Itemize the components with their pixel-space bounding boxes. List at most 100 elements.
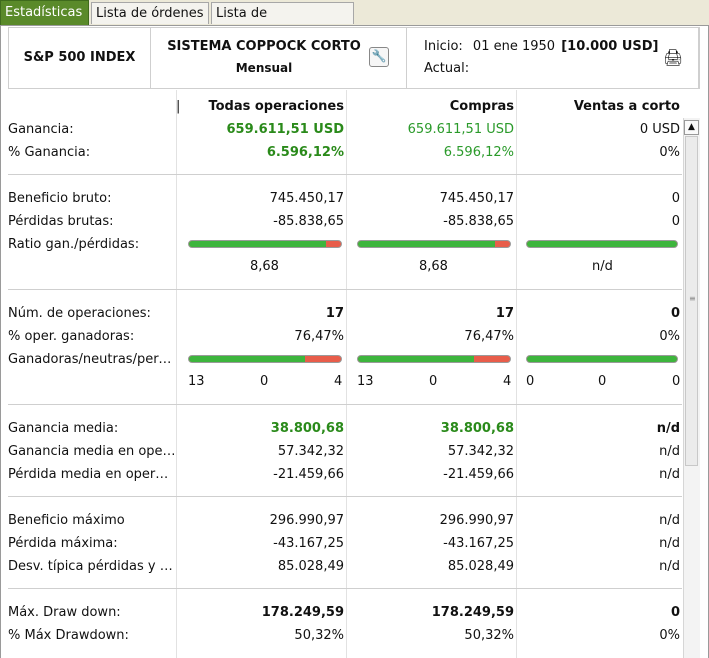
neutral-count: 0 [260, 374, 269, 389]
cell-shorts: 0 [671, 191, 680, 206]
winners-count: 0 [526, 374, 535, 389]
column-headers: | Todas operaciones Compras Ventas a cor… [8, 96, 682, 118]
table-row: % Ganancia: 6.596,12% 6.596,12% 0% [8, 142, 682, 164]
row-label: Ratio gan./pérdidas: [8, 237, 140, 252]
cell-all: 17 [325, 306, 344, 321]
column-divider [176, 90, 177, 658]
cell-all: 76,47% [294, 329, 344, 344]
cell-shorts: n/d [659, 467, 680, 482]
cell-shorts: 0 [670, 306, 680, 321]
table-row: 8,68 8,68 n/d [8, 256, 682, 278]
cell-shorts: n/d [659, 513, 680, 528]
cell-shorts: n/d [659, 444, 680, 459]
cell-all: 659.611,51 USD [226, 122, 344, 137]
losers-count: 4 [334, 374, 343, 389]
row-label: Beneficio máximo [8, 513, 125, 528]
row-label: Beneficio bruto: [8, 191, 112, 206]
winners-count: 13 [188, 374, 205, 389]
instrument-name: S&P 500 INDEX [9, 28, 151, 88]
bar-fill [189, 241, 326, 247]
losers-count: 4 [503, 374, 512, 389]
table-row: Pérdida máxima: -43.167,25 -43.167,25 n/… [8, 533, 682, 555]
cell-shorts: 0% [659, 628, 680, 643]
table-row: % oper. ganadoras: 76,47% 76,47% 0% [8, 326, 682, 348]
table-row: Ganancia: 659.611,51 USD 659.611,51 USD … [8, 119, 682, 141]
row-label: Pérdida media en operaciones perdedoras: [8, 467, 176, 482]
cell-buys: 85.028,49 [447, 559, 514, 574]
cell-all: 38.800,68 [270, 421, 344, 436]
row-label: Ganadoras/neutras/perdedoras: [8, 352, 176, 367]
cell-all: 745.450,17 [269, 191, 344, 206]
bar-fill [527, 241, 677, 247]
system-name: SISTEMA COPPOCK CORTO [167, 39, 361, 54]
system-info: SISTEMA COPPOCK CORTO Mensual 🔧 [151, 28, 407, 88]
date-info: Inicio: 01 ene 1950 [10.000 USD] Actual:… [407, 28, 699, 88]
row-label: Ganancia media en operaciones ganadoras: [8, 444, 176, 459]
tab-lista-ordenes[interactable]: Lista de órdenes [91, 2, 209, 24]
header-all[interactable]: Todas operaciones [208, 99, 344, 114]
initial-capital: [10.000 USD] [561, 39, 659, 54]
scrollbar-thumb[interactable]: ≡ [685, 136, 698, 466]
cell-buys: -43.167,25 [443, 536, 514, 551]
row-label: % Máx Drawdown: [8, 628, 129, 643]
cell-buys: 57.342,32 [447, 444, 514, 459]
cell-buys: -21.459,66 [443, 467, 514, 482]
table-row: Máx. Draw down: 178.249,59 178.249,59 0 [8, 602, 682, 624]
scroll-up-icon[interactable]: ▲ [684, 120, 699, 135]
cell-shorts: n/d [656, 421, 680, 436]
section-divider [8, 174, 682, 175]
wrench-icon[interactable]: 🔧 [369, 47, 389, 67]
cell-buys: 38.800,68 [440, 421, 514, 436]
ratio-bar-shorts [526, 240, 678, 248]
losers-count: 0 [672, 374, 681, 389]
cell-all: -21.459,66 [273, 467, 344, 482]
start-date: 01 ene 1950 [472, 39, 556, 54]
cell-all: 85.028,49 [277, 559, 344, 574]
cell-all: 6.596,12% [266, 145, 344, 160]
statistics-table: | Todas operaciones Compras Ventas a cor… [8, 90, 682, 658]
column-divider [516, 90, 517, 658]
row-label: % Ganancia: [8, 145, 91, 160]
tab-estadisticas[interactable]: Estadísticas [0, 0, 89, 25]
neutral-count: 0 [598, 374, 607, 389]
header-buys[interactable]: Compras [449, 99, 514, 114]
section-divider [8, 289, 682, 290]
bar-fill [527, 356, 677, 362]
cell-buys: 6.596,12% [443, 145, 514, 160]
cell-shorts: n/d [659, 559, 680, 574]
tab-lista-operaciones[interactable]: Lista de operaciones [211, 2, 354, 43]
row-label: Desv. típica pérdidas y ganancias: [8, 559, 176, 574]
bar-fill [358, 356, 475, 362]
row-label: Ganancia: [8, 122, 74, 137]
ratio-bar-all [188, 240, 342, 248]
header-shorts[interactable]: Ventas a corto [573, 99, 680, 114]
cell-shorts: 0 [671, 214, 680, 229]
table-row: Ganancia media en operaciones ganadoras:… [8, 441, 682, 463]
grip-icon: ≡ [689, 294, 696, 303]
section-divider [8, 404, 682, 405]
cell-buys: 659.611,51 USD [407, 122, 514, 137]
cell-shorts: 0 USD [639, 122, 680, 137]
column-divider [346, 90, 347, 658]
cell-all: 178.249,59 [261, 605, 344, 620]
table-row: Desv. típica pérdidas y ganancias: 85.02… [8, 556, 682, 578]
neutral-count: 0 [429, 374, 438, 389]
cell-buys: 76,47% [464, 329, 514, 344]
start-label: Inicio: [424, 39, 463, 54]
cell-all: -85.838,65 [273, 214, 344, 229]
row-label: Pérdidas brutas: [8, 214, 114, 229]
cell-shorts: 0% [659, 329, 680, 344]
cell-shorts: n/d [659, 536, 680, 551]
section-divider [8, 496, 682, 497]
table-row: Núm. de operaciones: 17 17 0 [8, 303, 682, 325]
ratio-value-shorts: n/d [592, 259, 613, 274]
section-divider [8, 588, 682, 589]
printer-icon[interactable]: 🖨 [663, 48, 684, 67]
vertical-scrollbar[interactable]: ▲ ≡ [683, 118, 700, 658]
cell-buys: 296.990,97 [439, 513, 514, 528]
table-row: Pérdida media en operaciones perdedoras:… [8, 464, 682, 486]
winners-bar-all [188, 355, 342, 363]
ratio-value-all: 8,68 [250, 259, 279, 274]
row-label: Pérdida máxima: [8, 536, 118, 551]
cell-shorts: 0% [659, 145, 680, 160]
